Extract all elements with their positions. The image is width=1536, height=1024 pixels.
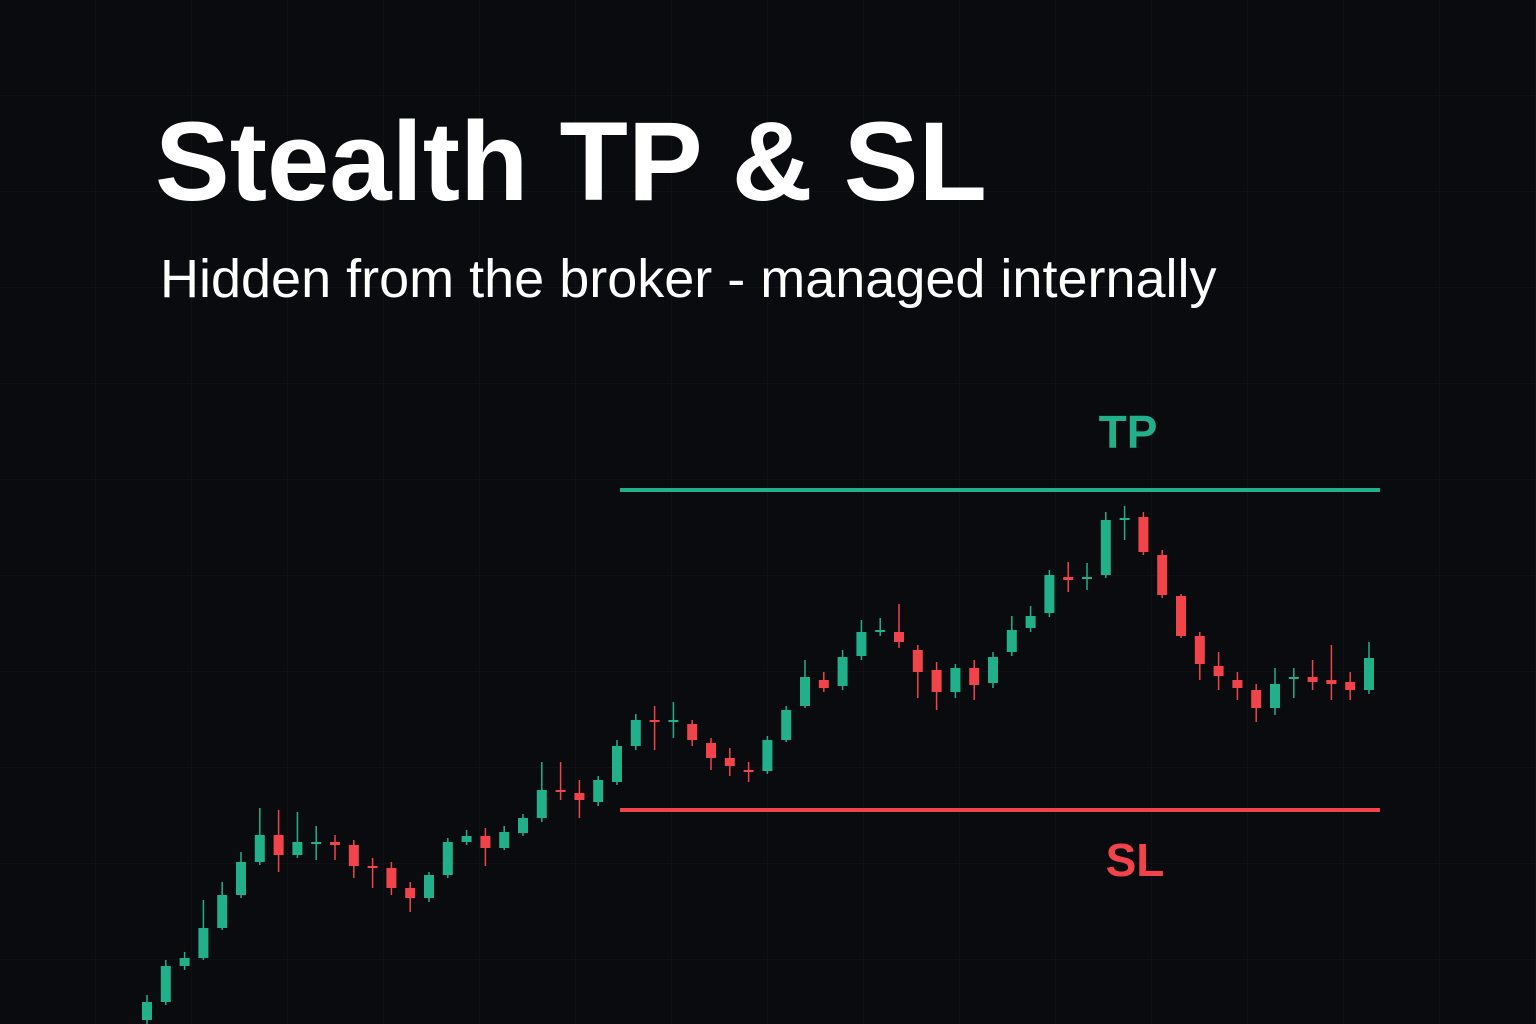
candle-body [367,866,378,868]
chart-title: Stealth TP & SL [155,99,987,224]
candle-body [442,842,453,875]
candle-body [292,842,303,855]
candle-body [311,842,322,844]
candle-body [574,793,585,800]
candle-body [1176,596,1186,636]
candle-body [912,650,923,672]
candle-body [875,630,886,632]
candle-body [781,710,792,740]
candle-body [800,677,810,706]
candle-body [612,746,622,782]
candle-body [743,770,754,772]
candle-body [1044,575,1055,613]
candle-body [593,780,604,802]
candle-body [1270,684,1280,708]
level-label: SL [1106,834,1165,886]
candle-body [1232,680,1243,688]
candle-body [518,818,528,833]
candle-body [969,668,980,685]
candle-body [668,720,679,722]
candle-body [1326,680,1337,684]
candle-body [1119,518,1130,520]
candle-body [687,724,698,740]
candle-body [1063,577,1074,580]
candle-body [236,862,246,895]
candle-body [461,836,472,842]
level-label: TP [1099,406,1158,458]
candle-body [405,888,416,898]
candle-body [480,836,491,848]
candle-body [1194,636,1205,664]
candle-body [142,1002,152,1020]
candle-body [1157,555,1168,595]
candle-body [950,668,961,692]
candle-body [724,758,735,766]
candle-body [386,868,397,888]
candle-body [1100,520,1111,575]
candle-body [706,743,716,758]
candle-body [330,842,340,845]
candle-body [649,720,660,722]
candle-body [198,928,209,958]
candle-body [348,845,359,866]
candle-body [536,790,547,818]
candle-body [254,835,265,862]
candle-body [499,832,510,848]
candle-body [179,958,190,966]
candle-body [555,790,566,792]
candle-body [160,966,171,1002]
candle-body [1006,630,1017,652]
candle-body [217,895,228,928]
candle-body [894,632,904,642]
candle-body [1251,690,1262,708]
candle-body [1288,677,1299,679]
candle-body [1307,677,1318,682]
chart-subtitle: Hidden from the broker - managed interna… [160,249,1217,309]
candle-body [1345,682,1356,690]
candle-body [1213,666,1224,676]
candle-body [1138,517,1149,552]
candle-body [273,835,284,855]
candle-body [856,632,867,656]
candle-body [818,680,829,688]
candle-body [1364,658,1374,690]
candle-body [762,740,773,771]
candle-body [424,875,434,898]
candle-body [1082,577,1092,579]
candle-body [630,720,641,746]
candle-body [1025,616,1036,628]
candle-body [931,670,942,692]
candle-body [988,657,998,683]
candle-body [837,657,848,686]
